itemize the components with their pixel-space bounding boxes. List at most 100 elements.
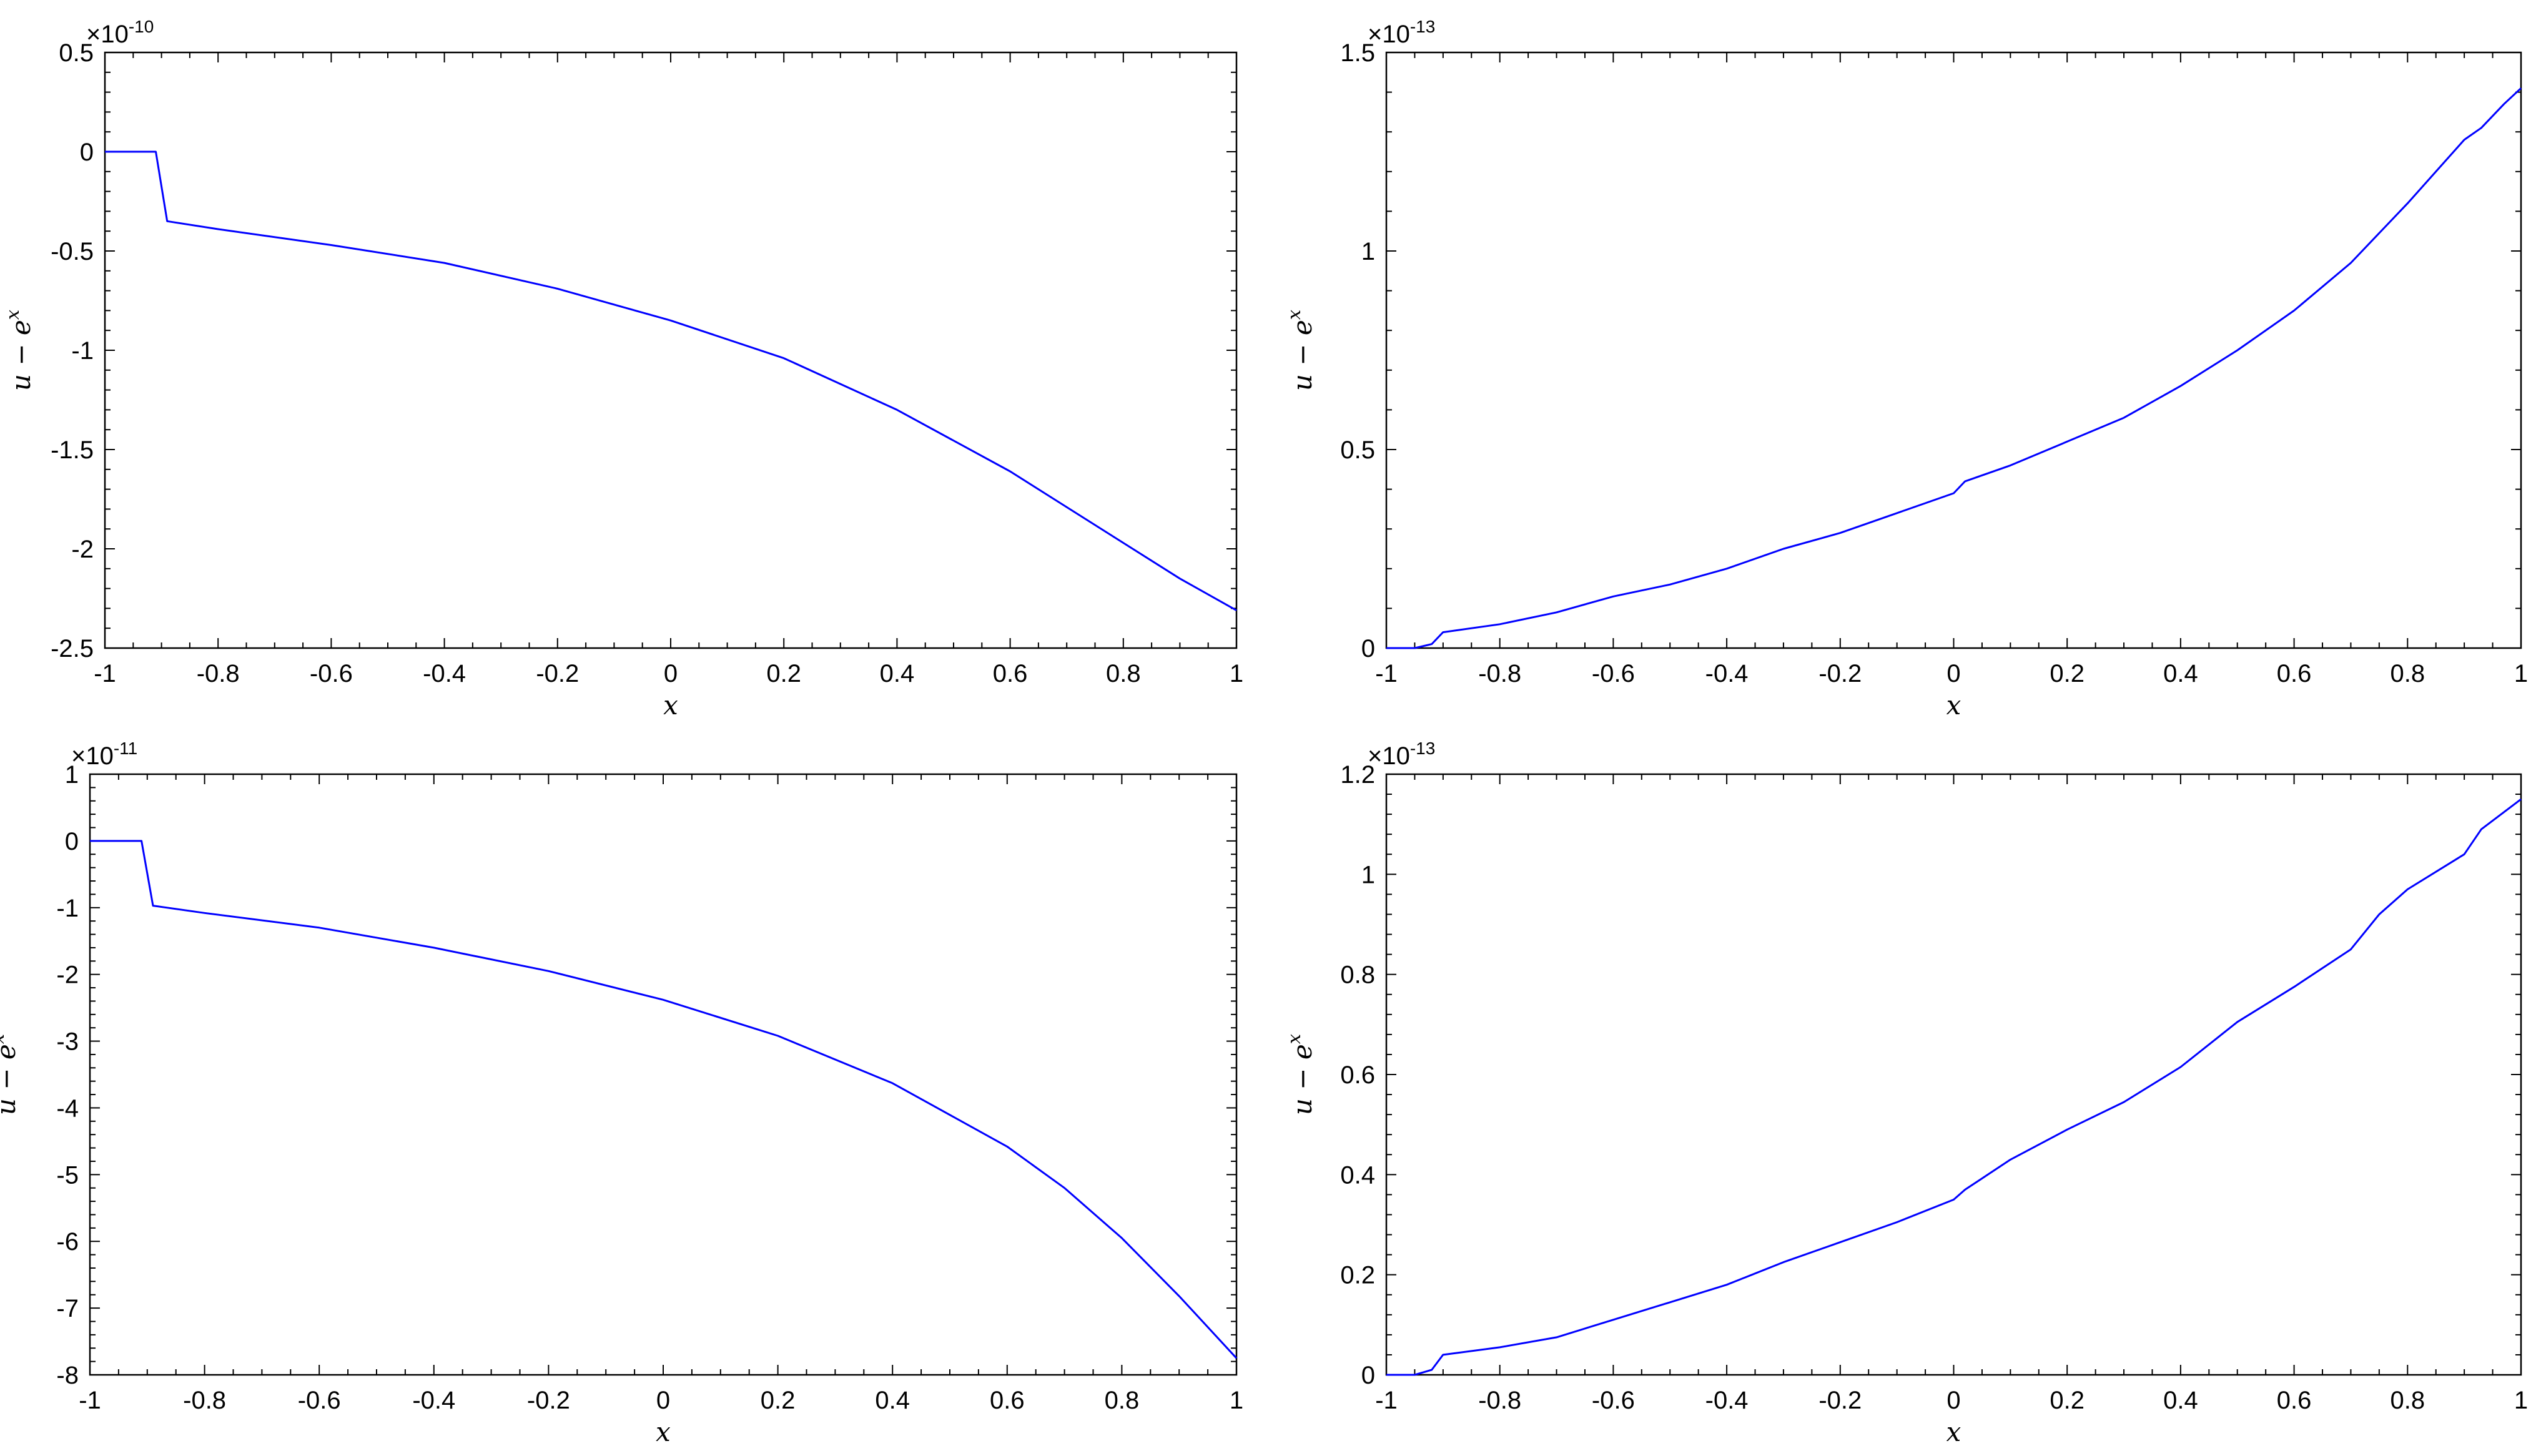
x-tick-label: -0.6 [1592, 660, 1635, 687]
y-tick-label: 1 [65, 761, 79, 789]
x-tick-label: -0.8 [1478, 660, 1521, 687]
x-tick-label: -0.4 [1705, 660, 1749, 687]
chart-panel-3: -1 -0.8 -0.6 -0.4 -0.2 0 0.2 0.4 0.6 0.8 1 -8 -7 -6 -5… [0, 739, 1243, 1447]
y-axis-label: u − ex [1283, 1034, 1318, 1115]
series-line [1386, 798, 2522, 1376]
x-tick-label: -0.2 [527, 1387, 570, 1414]
y-axis-label-main: u − e [6, 320, 36, 391]
y-exponent-power: -13 [1410, 17, 1435, 36]
y-exponent-base: ×10 [86, 21, 129, 48]
y-tick-label: 0.4 [1340, 1161, 1375, 1189]
y-tick-label: 0.8 [1340, 962, 1375, 989]
y-axis-label-sup: x [1283, 1034, 1305, 1044]
y-tick-label: -1 [71, 337, 94, 365]
chart-panel-1: -1 -0.8 -0.6 -0.4 -0.2 0 0.2 0.4 0.6 0.8 1 -2.5 -2 -1… [2, 17, 1243, 721]
y-exponent-label: ×10-11 [71, 739, 137, 770]
chart-panel-4: -1 -0.8 -0.6 -0.4 -0.2 0 0.2 0.4 0.6 0.8 1 0 0.2 0.4 0… [1283, 739, 2528, 1447]
y-tick-label: 0.5 [59, 39, 94, 67]
plot-frame [89, 773, 1238, 1376]
x-tick-label: 1 [1230, 1387, 1243, 1414]
x-tick-label: 0.6 [990, 1387, 1025, 1414]
x-axis-label: x [656, 1417, 671, 1447]
y-tick-label: -4 [56, 1094, 79, 1122]
x-tick-label: 0.6 [993, 660, 1028, 687]
x-tick-label: -1 [1375, 660, 1398, 687]
y-axis-label-main: u − e [0, 1044, 21, 1115]
chart-panel-2: -1 -0.8 -0.6 -0.4 -0.2 0 0.2 0.4 0.6 0.8 1 0 0.5 1 1.5… [1283, 17, 2528, 721]
x-tick-label: -0.6 [298, 1387, 341, 1414]
plot-frame [104, 51, 1238, 649]
y-exponent-label: ×10-10 [86, 17, 154, 48]
y-tick-label: 0 [1361, 635, 1375, 662]
plot-frame [1385, 51, 2522, 649]
x-tick-label: -0.4 [412, 1387, 455, 1414]
y-tick-label: -5 [56, 1161, 79, 1189]
y-tick-label: -0.5 [51, 238, 94, 265]
x-tick-label: 1 [2514, 1387, 2528, 1414]
y-axis-label-main: u − e [1287, 320, 1318, 391]
x-tick-label: 0.2 [2050, 1387, 2085, 1414]
series-line [105, 150, 1237, 611]
y-tick-label: -3 [56, 1028, 79, 1056]
x-tick-label: -1 [79, 1387, 101, 1414]
y-tick-label: -2 [56, 962, 79, 989]
x-tick-label: 0.8 [2390, 1387, 2425, 1414]
x-tick-label: -0.4 [1705, 1387, 1749, 1414]
x-tick-label: -0.2 [1818, 1387, 1862, 1414]
y-tick-label: -8 [56, 1362, 79, 1389]
x-tick-label: 0.8 [1106, 660, 1141, 687]
x-tick-label: -0.2 [1818, 660, 1862, 687]
series-line [1386, 87, 2522, 649]
y-exponent-power: -11 [114, 739, 137, 758]
x-tick-label: 0 [656, 1387, 670, 1414]
x-axis-label: x [1946, 690, 1961, 721]
x-tick-label: 0.8 [2390, 660, 2425, 687]
y-axis-label-main: u − e [1287, 1044, 1318, 1115]
y-tick-label: 1 [1361, 861, 1375, 888]
y-tick-label: 1.5 [1340, 39, 1375, 67]
y-exponent-base: ×10 [1368, 742, 1410, 770]
y-tick-label: 0 [80, 139, 94, 166]
x-tick-label: -0.2 [536, 660, 579, 687]
x-tick-label: -1 [1375, 1387, 1398, 1414]
y-tick-label: -1 [56, 895, 79, 922]
x-tick-label: 1 [1230, 660, 1243, 687]
y-exponent-power: -10 [129, 17, 154, 36]
y-tick-label: -2 [71, 536, 94, 563]
y-tick-label: 0 [1361, 1362, 1375, 1389]
y-tick-label: -6 [56, 1228, 79, 1256]
x-tick-label: -0.8 [197, 660, 240, 687]
x-tick-label: 0.2 [761, 1387, 796, 1414]
x-tick-label: 0.2 [766, 660, 801, 687]
y-tick-label: 0.6 [1340, 1061, 1375, 1089]
x-tick-label: 1 [2514, 660, 2528, 687]
x-tick-label: 0.4 [2163, 1387, 2198, 1414]
y-axis-label: u − ex [2, 310, 36, 391]
series-line [90, 840, 1238, 1359]
y-tick-label: -7 [56, 1295, 79, 1322]
y-axis-label: u − ex [0, 1034, 21, 1115]
y-axis-label-sup: x [0, 1034, 8, 1044]
y-tick-label: -2.5 [51, 635, 94, 662]
y-tick-label: -1.5 [51, 436, 94, 464]
x-tick-label: -0.4 [423, 660, 466, 687]
plot-frame [1385, 773, 2522, 1376]
y-axis-label-sup: x [2, 310, 23, 320]
x-axis-label: x [1946, 1417, 1961, 1447]
x-tick-label: 0.6 [2277, 660, 2312, 687]
y-tick-label: 0.2 [1340, 1262, 1375, 1289]
y-tick-label: 0 [65, 828, 79, 855]
x-tick-label: -0.8 [1478, 1387, 1521, 1414]
x-tick-label: 0.8 [1105, 1387, 1140, 1414]
y-axis-label: u − ex [1283, 310, 1318, 391]
x-tick-label: 0.6 [2277, 1387, 2312, 1414]
x-tick-label: -0.6 [310, 660, 353, 687]
x-axis-label: x [663, 690, 678, 721]
x-tick-label: -0.8 [183, 1387, 226, 1414]
y-exponent-base: ×10 [1368, 21, 1410, 48]
x-tick-label: -1 [94, 660, 116, 687]
x-tick-label: -0.6 [1592, 1387, 1635, 1414]
x-tick-label: 0 [664, 660, 678, 687]
x-tick-label: 0 [1946, 1387, 1960, 1414]
